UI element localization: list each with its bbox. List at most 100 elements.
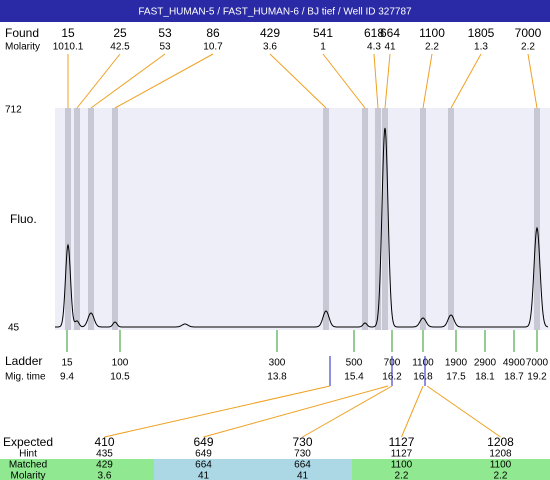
matched-cell — [253, 459, 352, 480]
ladder-size: 4900 — [503, 358, 526, 369]
table-cell: 664 — [195, 460, 212, 471]
row-header: Molarity — [10, 471, 45, 480]
found-connector — [373, 53, 379, 109]
table-cell: 1127 — [389, 435, 415, 449]
table-cell: 649 — [195, 449, 212, 460]
table-cell: 664 — [294, 460, 311, 471]
ladder-size: 1900 — [445, 358, 468, 369]
table-cell: 1127 — [391, 449, 413, 460]
plot-area — [55, 108, 550, 330]
peak-band — [362, 108, 368, 330]
peak-band — [420, 108, 426, 330]
ladder-time: 16.8 — [413, 372, 433, 383]
expected-connector — [401, 385, 424, 438]
table-cell: 649 — [193, 435, 213, 449]
matched-cell — [154, 459, 253, 480]
table-cell: 41 — [297, 471, 309, 480]
ladder-label: Ladder — [5, 354, 42, 368]
title-bar — [0, 0, 550, 22]
ladder-time: 9.4 — [60, 372, 74, 383]
found-molarity: 1.3 — [474, 42, 488, 53]
found-size: 618 — [364, 26, 384, 40]
found-molarity: 3.6 — [263, 42, 277, 53]
label-cell — [0, 459, 55, 480]
found-label: Found — [5, 26, 39, 40]
ladder-time: 13.8 — [267, 372, 287, 383]
table-cell: 1208 — [487, 435, 514, 449]
table-cell: 2.2 — [395, 471, 409, 480]
ladder-time: 18.1 — [475, 372, 495, 383]
mig-time-label: Mig. time — [5, 372, 46, 383]
expected-connector — [104, 385, 331, 438]
matched-cell — [55, 459, 154, 480]
table-cell: 730 — [292, 435, 312, 449]
ladder-time: 10.5 — [110, 372, 130, 383]
table-cell: 435 — [96, 449, 113, 460]
content: 151010.12542.553538610.74293.654116184.3… — [0, 26, 550, 480]
table-cell: 41 — [198, 471, 210, 480]
peak-band — [88, 108, 94, 330]
table-cell: 1100 — [391, 460, 413, 471]
found-size: 15 — [61, 26, 75, 40]
found-connector — [90, 53, 166, 109]
expected-connector — [426, 385, 501, 438]
ladder-size: 2900 — [474, 358, 497, 369]
found-connector — [269, 53, 327, 109]
found-molarity: 4.3 — [367, 42, 381, 53]
found-molarity: 1 — [320, 42, 326, 53]
y-bottom-label: 45 — [8, 323, 20, 334]
table-cell: 410 — [94, 435, 114, 449]
found-molarity: 2.2 — [425, 42, 439, 53]
peak-band — [375, 108, 381, 330]
ladder-size: 500 — [346, 358, 363, 369]
ladder-time: 17.5 — [446, 372, 466, 383]
expected-connector — [203, 385, 389, 438]
table-cell: 429 — [96, 460, 113, 471]
found-molarity: 41 — [384, 42, 396, 53]
found-connector — [422, 53, 433, 109]
peak-band — [74, 108, 80, 330]
ladder-size: 15 — [61, 358, 73, 369]
title: FAST_HUMAN-5 / FAST_HUMAN-6 / BJ tief / … — [138, 7, 412, 18]
found-size: 1100 — [419, 26, 445, 40]
y-axis-label: Fluo. — [10, 212, 37, 226]
table-cell: 2.2 — [494, 471, 508, 480]
row-header: Hint — [19, 449, 37, 460]
found-connector — [114, 53, 214, 109]
ladder-time: 15.4 — [344, 372, 364, 383]
found-connector — [527, 53, 538, 109]
found-connector — [384, 53, 391, 109]
found-molarity: 42.5 — [110, 42, 130, 53]
y-top-label: 712 — [5, 105, 22, 116]
molarity-label: Molarity — [5, 42, 40, 53]
found-size: 7000 — [515, 26, 542, 40]
table-cell: 3.6 — [98, 471, 112, 480]
peak-band — [382, 108, 388, 330]
ladder-size: 1100 — [412, 358, 434, 369]
ladder-size: 300 — [269, 358, 286, 369]
peak-band — [534, 108, 540, 330]
matched-cell — [352, 459, 451, 480]
trace — [55, 127, 549, 328]
peak-band — [323, 108, 329, 330]
ladder-time: 19.2 — [527, 372, 547, 383]
row-header: Expected — [3, 435, 53, 449]
found-molarity: 53 — [159, 42, 171, 53]
peak-band — [112, 108, 118, 330]
found-molarity: 10.7 — [203, 42, 223, 53]
found-size: 429 — [260, 26, 280, 40]
table-cell: 1100 — [490, 460, 512, 471]
ladder-size: 7000 — [526, 358, 549, 369]
found-size: 86 — [206, 26, 220, 40]
peak-band — [448, 108, 454, 330]
table-cell: 730 — [294, 449, 311, 460]
found-size: 541 — [313, 26, 333, 40]
found-connector — [322, 53, 366, 109]
found-size: 25 — [113, 26, 127, 40]
peak-band — [65, 108, 71, 330]
table-cell: 1208 — [489, 449, 512, 460]
found-molarity: 1010.1 — [53, 42, 84, 53]
row-header: Matched — [9, 460, 47, 471]
found-size: 664 — [380, 26, 400, 40]
